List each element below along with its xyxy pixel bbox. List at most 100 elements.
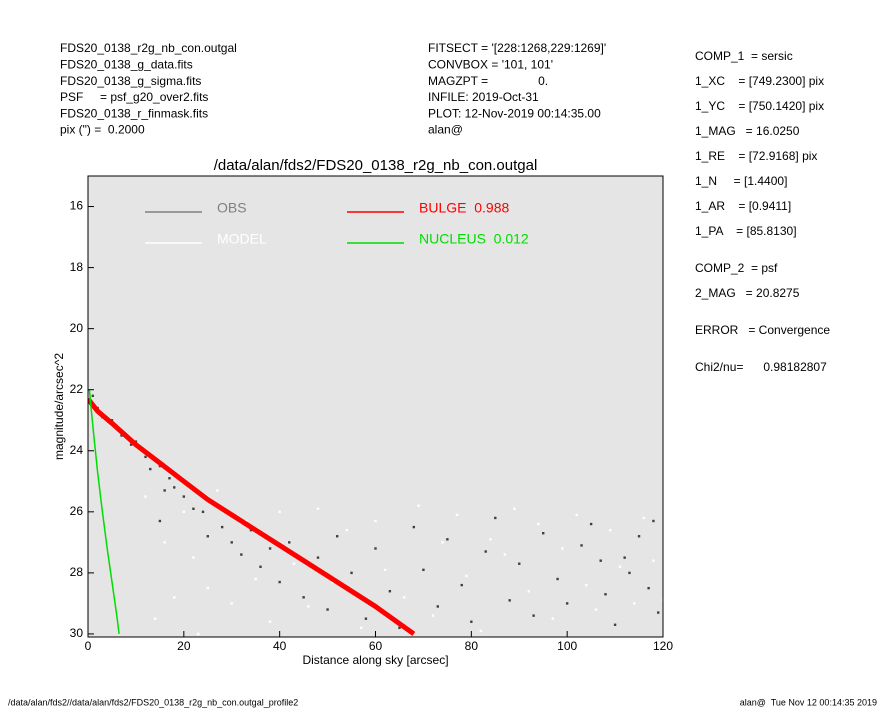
info-right: 1_YC = [750.1420] pix (695, 99, 824, 113)
info-right: 1_MAG = 16.0250 (695, 124, 800, 138)
model-line (88, 389, 120, 634)
data-point (153, 617, 157, 620)
info-middle: alan@ (428, 123, 463, 137)
data-point (455, 513, 459, 517)
data-point (168, 477, 171, 480)
data-point (163, 489, 166, 492)
data-point (350, 571, 353, 575)
footer-right: alan@ Tue Nov 12 00:14:35 2019 (740, 697, 877, 707)
data-point (331, 580, 334, 584)
data-point (637, 535, 641, 538)
x-tick-label: 80 (465, 639, 479, 653)
info-right: 1_XC = [749.2300] pix (695, 74, 824, 88)
data-point (149, 467, 152, 471)
data-point (345, 528, 348, 532)
model-line (88, 397, 416, 636)
data-point (441, 541, 444, 544)
plot-background (88, 176, 663, 637)
data-point (580, 544, 583, 547)
data-point (288, 541, 291, 544)
data-point (465, 574, 468, 578)
y-tick-label: 24 (70, 443, 84, 457)
data-point (532, 614, 535, 617)
data-point (599, 559, 602, 562)
data-point (383, 568, 387, 572)
data-point (364, 617, 368, 620)
data-point (335, 535, 339, 538)
data-point (484, 550, 487, 553)
data-point (249, 528, 253, 532)
data-point (254, 577, 257, 581)
data-point (158, 519, 162, 523)
data-point (163, 541, 166, 544)
data-point (436, 605, 439, 608)
data-point (527, 590, 531, 593)
info-middle: INFILE: 2019-Oct-31 (428, 90, 539, 104)
data-point (575, 513, 578, 517)
info-right: ERROR = Convergence (695, 323, 830, 337)
data-point (326, 608, 329, 611)
info-left: FDS20_0138_r2g_nb_con.outgal (60, 41, 237, 55)
data-point (206, 586, 209, 590)
data-point (623, 556, 626, 559)
info-middle: FITSECT = '[228:1268,229:1269]' (428, 41, 606, 55)
data-point (307, 605, 310, 608)
data-point (268, 620, 272, 623)
data-point (565, 602, 569, 605)
data-point (129, 443, 133, 446)
data-point (259, 565, 262, 568)
legend-label: NUCLEUS 0.012 (419, 231, 529, 247)
info-right: 1_N = [1.4400] (695, 174, 787, 188)
data-point (182, 510, 186, 514)
x-tick-label: 0 (85, 639, 92, 653)
data-point (417, 504, 420, 507)
y-axis-label: magnitude/arcsec^2 (52, 353, 66, 460)
data-point (292, 562, 296, 565)
info-middle: MAGZPT = 0. (428, 74, 548, 88)
legend-label: BULGE 0.988 (419, 200, 509, 216)
data-point (518, 562, 521, 565)
info-middle: CONVBOX = '101, 101' (428, 57, 553, 71)
data-point (446, 538, 449, 541)
data-point (652, 519, 655, 523)
data-point (542, 531, 545, 535)
info-right: 1_PA = [85.8130] (695, 224, 797, 238)
y-tick-label: 20 (70, 321, 84, 335)
data-point (642, 516, 646, 520)
info-left: FDS20_0138_g_sigma.fits (60, 74, 201, 88)
data-point (316, 556, 320, 559)
data-point (609, 528, 612, 532)
info-right: Chi2/nu= 0.98182807 (695, 360, 827, 374)
data-point (173, 486, 176, 489)
legend-label: MODEL (217, 231, 267, 247)
data-point (460, 583, 463, 587)
chart-title: /data/alan/fds2/FDS20_0138_r2g_nb_con.ou… (214, 157, 538, 174)
data-point (470, 620, 473, 623)
data-point (359, 626, 363, 630)
data-point (182, 495, 186, 498)
data-point (144, 455, 147, 459)
data-point (206, 535, 209, 538)
data-point (230, 602, 233, 605)
data-point (316, 507, 320, 510)
data-point (201, 510, 205, 514)
data-point (120, 434, 123, 437)
footer-left: /data/alan/fds2//data/alan/fds2/FDS20_01… (8, 697, 298, 707)
data-point (479, 629, 483, 633)
data-point (589, 522, 593, 526)
info-left: PSF = psf_g20_over2.fits (60, 90, 208, 104)
data-point (192, 556, 195, 559)
data-point (412, 525, 416, 529)
data-point (561, 547, 564, 550)
data-point (613, 623, 617, 626)
data-point (388, 590, 392, 593)
data-point (652, 559, 655, 562)
data-point (594, 608, 598, 611)
info-left: FDS20_0138_g_data.fits (60, 57, 193, 71)
data-point (508, 599, 511, 602)
data-point (647, 586, 650, 590)
data-point (244, 519, 248, 523)
data-point (268, 547, 272, 550)
data-point (230, 541, 233, 544)
